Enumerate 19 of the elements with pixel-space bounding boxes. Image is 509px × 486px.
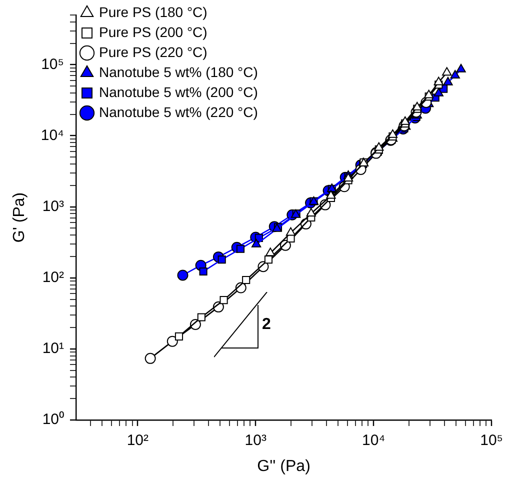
legend-label: Pure PS (220 °C)	[99, 44, 208, 60]
annotation: 2	[262, 316, 271, 334]
y-axis-title: G' (Pa)	[11, 192, 28, 243]
y-tick-label: 10⁵	[41, 56, 64, 73]
x-tick-label: 10⁴	[362, 432, 386, 450]
legend-label: Nanotube 5 wt% (180 °C)	[99, 64, 258, 80]
legend-label: Pure PS (200 °C)	[99, 24, 208, 40]
legend-label: Pure PS (180 °C)	[99, 4, 208, 20]
x-tick-label: 10³	[244, 432, 266, 450]
y-tick-label: 10⁴	[40, 126, 64, 144]
y-tick-label: 10²	[42, 269, 64, 286]
y-tick-label: 10³	[42, 198, 64, 215]
legend-label: Nanotube 5 wt% (200 °C)	[99, 84, 258, 100]
legend-label: Nanotube 5 wt% (220 °C)	[99, 104, 258, 120]
x-tick-label: 10⁵	[480, 432, 503, 450]
y-tick-label: 10¹	[42, 340, 64, 358]
x-tick-label: 10²	[126, 432, 149, 450]
x-axis-title: G'' (Pa)	[257, 458, 310, 475]
y-tick-label: 10⁰	[42, 411, 64, 428]
